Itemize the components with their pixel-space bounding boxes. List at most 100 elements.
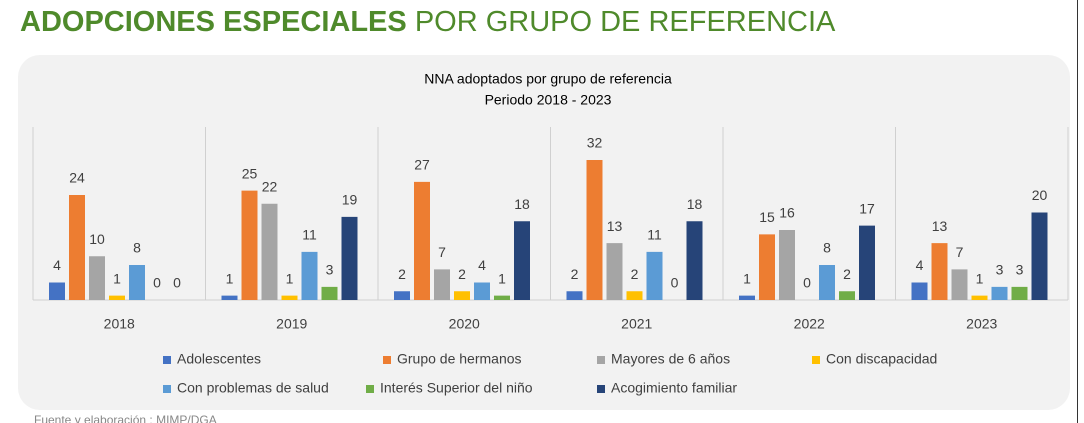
page-title: ADOPCIONES ESPECIALES POR GRUPO DE REFER… <box>20 6 835 39</box>
legend-label: Mayores de 6 años <box>611 351 730 367</box>
data-label: 2 <box>398 266 406 282</box>
legend-swatch <box>366 385 374 393</box>
data-label: 0 <box>671 275 679 291</box>
x-tick-label: 2019 <box>276 316 307 332</box>
data-label: 2 <box>843 266 851 282</box>
legend-swatch <box>383 356 391 364</box>
data-label: 2 <box>458 266 466 282</box>
x-tick-label: 2020 <box>449 316 480 332</box>
bar <box>779 230 795 300</box>
bar <box>971 295 988 300</box>
data-label: 11 <box>302 227 317 243</box>
data-label: 11 <box>647 227 662 243</box>
x-tick-label: 2023 <box>966 316 997 332</box>
bar <box>109 295 125 300</box>
source: Fuente y elaboración : MIMP/DGA <box>34 413 217 423</box>
data-label: 3 <box>1016 262 1024 278</box>
data-label: 2 <box>631 266 639 282</box>
chart-panel <box>18 55 1070 410</box>
bar <box>129 265 145 300</box>
data-label: 4 <box>478 257 486 273</box>
bar <box>606 243 623 300</box>
bar <box>321 286 338 300</box>
data-label: 1 <box>743 270 751 286</box>
data-label: 0 <box>803 275 811 291</box>
bar <box>1011 286 1028 300</box>
bar <box>494 295 510 300</box>
bar <box>394 291 410 300</box>
data-label: 15 <box>759 209 775 225</box>
data-label: 3 <box>326 262 334 278</box>
bar <box>414 181 430 300</box>
bar <box>69 195 85 300</box>
data-label: 7 <box>956 244 964 260</box>
bar <box>566 291 583 300</box>
data-label: 0 <box>173 275 181 291</box>
data-label: 3 <box>996 262 1004 278</box>
bar <box>221 295 238 300</box>
bar <box>859 225 875 300</box>
data-label: 25 <box>242 165 258 181</box>
legend-label: Con discapacidad <box>826 351 937 367</box>
chart-title: NNA adoptados por grupo de referencia <box>424 71 672 87</box>
bar <box>819 265 835 300</box>
data-label: 1 <box>976 270 984 286</box>
chart-subtitle: Periodo 2018 - 2023 <box>485 92 612 108</box>
data-label: 17 <box>859 200 875 216</box>
data-label: 18 <box>687 196 703 212</box>
bar <box>626 291 643 300</box>
legend-label: Grupo de hermanos <box>397 351 522 367</box>
title-bold: ADOPCIONES ESPECIALES <box>20 6 407 38</box>
data-label: 1 <box>226 270 234 286</box>
data-label: 16 <box>779 205 795 221</box>
data-label: 13 <box>932 218 948 234</box>
data-label: 4 <box>916 257 924 273</box>
x-tick-label: 2022 <box>794 316 825 332</box>
data-label: 18 <box>514 196 530 212</box>
bar <box>514 221 530 300</box>
data-label: 24 <box>69 170 85 186</box>
legend-label: Adolescentes <box>177 351 261 367</box>
bar <box>474 282 490 300</box>
data-label: 8 <box>823 240 831 256</box>
bar <box>586 160 603 300</box>
data-label: 4 <box>53 257 61 273</box>
x-tick-label: 2021 <box>621 316 652 332</box>
data-label: 22 <box>262 178 278 194</box>
legend-swatch <box>597 356 605 364</box>
bar <box>931 243 948 300</box>
legend-label: Con problemas de salud <box>177 380 329 396</box>
data-label: 1 <box>286 270 294 286</box>
bar <box>454 291 470 300</box>
bar <box>991 286 1008 300</box>
data-label: 1 <box>113 270 121 286</box>
data-label: 2 <box>571 266 579 282</box>
legend-swatch <box>597 385 605 393</box>
legend-label: Acogimiento familiar <box>611 380 737 396</box>
bar <box>839 291 855 300</box>
legend-label: Interés Superior del niño <box>380 380 533 396</box>
bar <box>241 190 258 300</box>
legend-swatch <box>812 356 820 364</box>
bar <box>301 251 318 300</box>
bar <box>281 295 298 300</box>
data-label: 19 <box>342 192 358 208</box>
data-label: 0 <box>153 275 161 291</box>
bar <box>341 216 358 300</box>
bar <box>1031 212 1048 300</box>
bar <box>89 256 105 300</box>
bar <box>646 251 663 300</box>
data-label: 20 <box>1032 187 1048 203</box>
bar <box>759 234 775 300</box>
bar <box>911 282 928 300</box>
legend-swatch <box>163 356 171 364</box>
data-label: 10 <box>89 231 105 247</box>
bar <box>739 295 755 300</box>
title-rest: POR GRUPO DE REFERENCIA <box>414 6 836 38</box>
bar <box>49 282 65 300</box>
bar <box>434 269 450 300</box>
legend-swatch <box>163 385 171 393</box>
data-label: 27 <box>414 157 430 173</box>
